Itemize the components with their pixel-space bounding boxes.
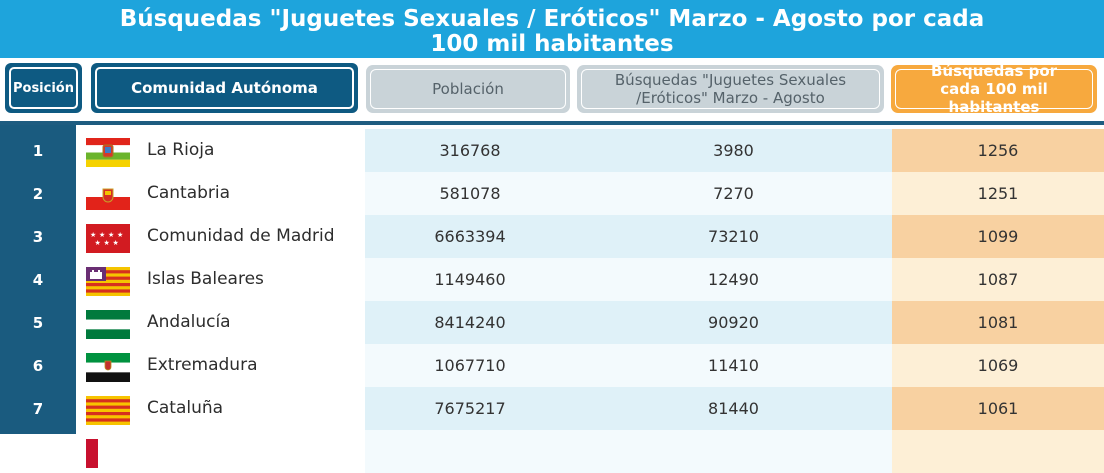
community-cell <box>76 430 365 473</box>
flag-cantabria-icon <box>86 181 130 210</box>
searches-cell: 3980 <box>575 129 892 172</box>
community-cell: La Rioja <box>76 129 365 172</box>
title-line-1: Búsquedas "Juguetes Sexuales / Eróticos"… <box>119 6 985 32</box>
header-community-label: Comunidad Autónoma <box>95 67 354 109</box>
per-100k-cell: 1256 <box>892 129 1104 172</box>
svg-text:★: ★ <box>117 231 123 239</box>
per-100k-cell: 1251 <box>892 172 1104 215</box>
flag-la-rioja-icon <box>86 138 130 167</box>
community-cell: Islas Baleares <box>76 258 365 301</box>
position-cell: 1 <box>32 141 44 160</box>
svg-text:★: ★ <box>104 239 110 247</box>
position-cell: 5 <box>32 313 44 332</box>
position-cell: 2 <box>32 184 44 203</box>
per-100k-cell: 1061 <box>892 387 1104 430</box>
searches-cell: 73210 <box>575 215 892 258</box>
per-100k-cell: 1069 <box>892 344 1104 387</box>
table-row: 4 Islas Baleares 1149460 12490 1087 <box>0 258 1104 301</box>
table-row: 2 Cantabria 581078 7270 1251 <box>0 172 1104 215</box>
position-column <box>0 125 76 434</box>
svg-text:★: ★ <box>90 231 96 239</box>
community-cell: Extremadura <box>76 344 365 387</box>
svg-text:★: ★ <box>99 231 105 239</box>
header-per-100k-label: Búsquedas por cada 100 mil habitantes <box>895 62 1093 116</box>
table-row: 3 ★ ★ ★ ★ ★ ★ ★ Comunidad de Madrid 6663394 73210 1… <box>0 215 1104 258</box>
table-row: 5 Andalucía 8414240 90920 1081 <box>0 301 1104 344</box>
searches-cell: 12490 <box>575 258 892 301</box>
per-100k-cell <box>892 430 1104 473</box>
flag-cataluna-icon <box>86 396 130 425</box>
searches-cell <box>575 430 892 473</box>
population-cell: 7675217 <box>365 387 575 430</box>
header-position: Posición <box>5 63 82 113</box>
table-row: 7 Cataluña 7675217 81440 1061 <box>0 387 1104 430</box>
per-100k-cell: 1087 <box>892 258 1104 301</box>
svg-text:★: ★ <box>108 231 114 239</box>
population-cell: 581078 <box>365 172 575 215</box>
flag-partial-icon <box>86 439 130 468</box>
svg-text:★: ★ <box>95 239 101 247</box>
header-searches: Búsquedas "Juguetes Sexuales /Eróticos" … <box>577 65 884 113</box>
header-searches-label: Búsquedas "Juguetes Sexuales /Eróticos" … <box>581 69 880 109</box>
searches-cell: 81440 <box>575 387 892 430</box>
community-cell: Andalucía <box>76 301 365 344</box>
per-100k-cell: 1099 <box>892 215 1104 258</box>
community-name: Cataluña <box>147 398 224 418</box>
flag-madrid-icon: ★ ★ ★ ★ ★ ★ ★ <box>86 224 130 253</box>
community-name: Extremadura <box>147 355 258 375</box>
header-per-100k: Búsquedas por cada 100 mil habitantes <box>891 62 1097 116</box>
searches-cell: 90920 <box>575 301 892 344</box>
header-position-label: Posición <box>9 67 78 109</box>
population-cell: 6663394 <box>365 215 575 258</box>
population-cell: 1067710 <box>365 344 575 387</box>
community-name: Andalucía <box>147 312 231 332</box>
table-row: 6 Extremadura 1067710 11410 1069 <box>0 344 1104 387</box>
table-row: 1 La Rioja 316768 3980 1256 <box>0 129 1104 172</box>
per-100k-cell: 1081 <box>892 301 1104 344</box>
population-cell: 8414240 <box>365 301 575 344</box>
page-title: Búsquedas "Juguetes Sexuales / Eróticos"… <box>0 0 1104 58</box>
community-cell: Cantabria <box>76 172 365 215</box>
svg-text:★: ★ <box>113 239 119 247</box>
header-population: Población <box>366 65 570 113</box>
community-name: La Rioja <box>147 140 215 160</box>
community-cell: Cataluña <box>76 387 365 430</box>
population-cell: 316768 <box>365 129 575 172</box>
community-name: Islas Baleares <box>147 269 264 289</box>
flag-baleares-icon <box>86 267 130 296</box>
title-line-2: 100 mil habitantes <box>430 31 674 57</box>
population-cell <box>365 430 575 473</box>
population-cell: 1149460 <box>365 258 575 301</box>
flag-extremadura-icon <box>86 353 130 382</box>
position-cell: 3 <box>32 227 44 246</box>
community-name: Cantabria <box>147 183 231 203</box>
position-cell: 4 <box>32 270 44 289</box>
searches-cell: 11410 <box>575 344 892 387</box>
community-cell: ★ ★ ★ ★ ★ ★ ★ Comunidad de Madrid <box>76 215 365 258</box>
header-community: Comunidad Autónoma <box>91 63 358 113</box>
position-cell: 7 <box>32 399 44 418</box>
header-population-label: Población <box>370 69 566 109</box>
header-divider <box>0 121 1104 125</box>
community-name: Comunidad de Madrid <box>147 226 335 246</box>
table-row-partial <box>0 430 1104 473</box>
searches-cell: 7270 <box>575 172 892 215</box>
flag-andalucia-icon <box>86 310 130 339</box>
position-cell: 6 <box>32 356 44 375</box>
